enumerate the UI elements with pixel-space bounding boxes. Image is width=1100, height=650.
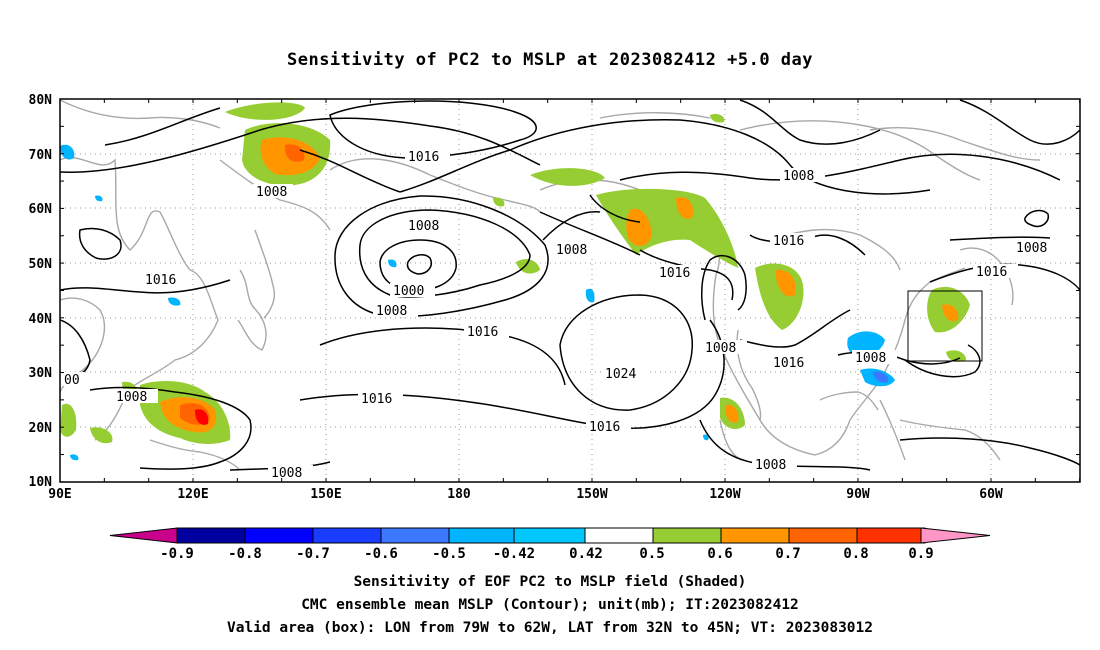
lat-label: 20N — [29, 421, 53, 436]
contour-label: 1008 — [783, 169, 814, 184]
lon-label: 150E — [310, 487, 341, 502]
contour-label: 1008 — [755, 458, 786, 473]
colorbar-labels: -0.9 -0.8 -0.7 -0.6 -0.5 -0.42 0.42 0.5 … — [160, 546, 934, 562]
contour-label: 1008 — [376, 304, 407, 319]
colorbar-segment — [584, 527, 654, 544]
colorbar-label: -0.7 — [296, 546, 330, 562]
lat-label: 40N — [29, 312, 53, 327]
colorbar-segment — [856, 527, 926, 544]
contour-label: 1016 — [773, 356, 804, 371]
colorbar-label: 0.8 — [843, 546, 868, 562]
contour-labels: 1016 1008 1016 1008 1000 1008 1016 1024 … — [61, 149, 1058, 481]
contour-label: 1008 — [556, 243, 587, 258]
colorbar-segment — [380, 527, 450, 544]
contour-label: 1008 — [256, 185, 287, 200]
lon-label: 150W — [576, 487, 607, 502]
contour-label: 00 — [64, 373, 80, 388]
mslp-contours — [60, 99, 1080, 471]
colorbar-label: -0.9 — [160, 546, 194, 562]
longitude-labels: 90E 120E 150E 180 150W 120W 90W 60W — [48, 487, 1003, 502]
colorbar-label: 0.6 — [707, 546, 732, 562]
colorbar-arrow-left — [109, 527, 178, 544]
contour-label: 1016 — [145, 273, 176, 288]
contour-label: 1016 — [589, 420, 620, 435]
lat-label: 70N — [29, 148, 53, 163]
colorbar-label: -0.5 — [432, 546, 466, 562]
sensitivity-shading — [60, 102, 970, 461]
colorbar-label: -0.8 — [228, 546, 262, 562]
colorbar — [109, 527, 991, 544]
contour-label: 1008 — [705, 341, 736, 356]
colorbar-segment — [448, 527, 515, 544]
colorbar-arrow-right — [920, 527, 991, 544]
colorbar-label: 0.9 — [908, 546, 933, 562]
colorbar-label: 0.42 — [569, 546, 603, 562]
caption-contour: CMC ensemble mean MSLP (Contour); unit(m… — [301, 597, 799, 613]
colorbar-label: 0.7 — [775, 546, 800, 562]
contour-label: 1008 — [271, 466, 302, 481]
lat-label: 60N — [29, 202, 53, 217]
valid-area-box — [907, 290, 983, 362]
contour-label: 1016 — [976, 265, 1007, 280]
caption-valid-area: Valid area (box): LON from 79W to 62W, L… — [226, 620, 873, 636]
colorbar-segment — [720, 527, 790, 544]
contour-label: 1016 — [408, 150, 439, 165]
contour-label: 1000 — [393, 284, 424, 299]
contour-label: 1016 — [773, 234, 804, 249]
lon-label: 120W — [709, 487, 740, 502]
lon-label: 180 — [447, 487, 471, 502]
axis-ticks — [59, 98, 1081, 483]
latitude-labels: 80N 70N 60N 50N 40N 30N 20N 10N — [29, 93, 53, 490]
colorbar-label: 0.5 — [639, 546, 664, 562]
lon-label: 60W — [979, 487, 1003, 502]
lat-label: 50N — [29, 257, 53, 272]
contour-label: 1016 — [361, 392, 392, 407]
lon-label: 90W — [846, 487, 870, 502]
caption-shading: Sensitivity of EOF PC2 to MSLP field (Sh… — [353, 574, 747, 590]
lat-label: 30N — [29, 366, 53, 381]
colorbar-label: -0.42 — [493, 546, 535, 562]
contour-label: 1008 — [116, 390, 147, 405]
contour-label: 1008 — [408, 219, 439, 234]
colorbar-segment — [176, 527, 246, 544]
colorbar-label: -0.6 — [364, 546, 398, 562]
colorbar-segment — [652, 527, 722, 544]
graticule — [60, 99, 1080, 482]
lat-label: 80N — [29, 93, 53, 108]
colorbar-segment — [788, 527, 858, 544]
lon-label: 90E — [48, 487, 71, 502]
colorbar-segment — [513, 527, 586, 544]
plot-title: Sensitivity of PC2 to MSLP at 2023082412… — [286, 50, 813, 70]
lat-label: 10N — [29, 475, 53, 490]
contour-label: 1016 — [659, 266, 690, 281]
colorbar-segment — [312, 527, 382, 544]
contour-label: 1008 — [855, 351, 886, 366]
lon-label: 120E — [177, 487, 208, 502]
contour-label: 1008 — [1016, 241, 1047, 256]
contour-label: 1024 — [605, 367, 636, 382]
colorbar-segment — [244, 527, 314, 544]
contour-label: 1016 — [467, 325, 498, 340]
